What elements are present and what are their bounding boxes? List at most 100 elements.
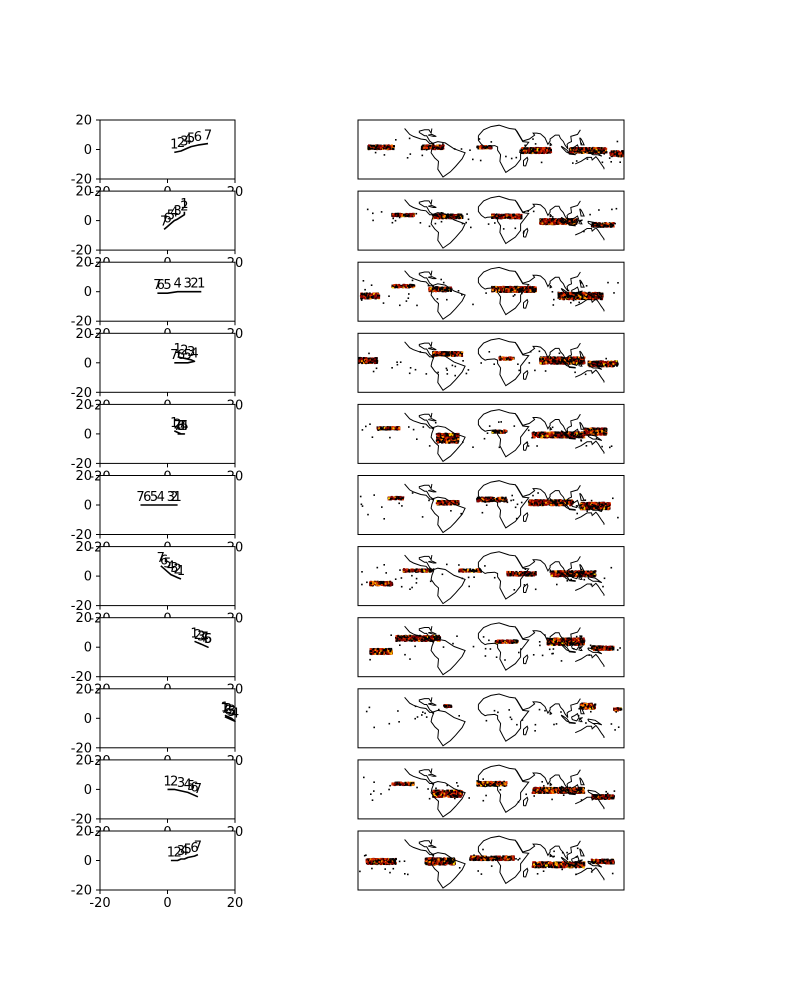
heat-pixel [508,358,511,361]
heat-pixel [432,147,435,150]
heat-pixel [478,146,481,148]
heat-pixel [438,351,441,354]
coastline [430,141,466,178]
heat-pixel [602,147,605,150]
heat-pixel [378,144,380,147]
heat-speck [411,279,414,282]
heat-speck [465,221,467,224]
heat-pixel [500,287,502,290]
heat-pixel [385,144,388,147]
heat-pixel [446,354,449,357]
heat-pixel [433,215,436,218]
heat-pixel [375,145,378,148]
y-tick-label: 0 [84,285,92,300]
heat-pixel [459,354,462,357]
day-label: 4 [180,844,188,859]
day-label: 2 [170,490,178,505]
day-label: 7 [200,631,208,646]
heat-pixel [387,147,390,150]
heat-pixel [371,361,374,364]
heat-speck [440,212,443,214]
heat-speck [551,291,554,293]
coastline [477,266,530,316]
heat-speck [510,157,513,160]
heat-pixel [530,150,533,153]
heat-speck [392,217,394,220]
heat-pixel [429,287,432,290]
y-tick-label: 20 [75,753,92,768]
y-tick-label: 0 [84,143,92,158]
day-label: 1 [180,197,188,212]
heat-pixel [621,150,624,153]
heat-pixel [535,151,538,154]
heat-pixel [429,144,432,147]
heat-pixel [598,294,601,297]
y-tick-label: 20 [75,469,92,484]
map-frame [357,261,625,322]
heat-speck [526,151,529,154]
heat-pixel [390,147,393,150]
heat-pixel [585,293,588,296]
day-label: 1 [167,846,175,861]
heat-pixel [622,151,624,154]
heat-pixel [439,353,442,356]
heat-pixel [433,147,436,150]
heat-pixel [587,147,590,150]
heat-pixel [505,214,508,217]
heat-speck [532,138,534,140]
heat-speck [461,294,463,296]
heat-speck [362,280,365,282]
heat-pixel [612,225,615,228]
heat-pixel [505,288,508,291]
heat-pixel [373,358,376,361]
day-label: 4 [184,777,192,792]
heat-pixel [372,146,375,149]
coastline [568,152,576,156]
heat-pixel [613,154,616,157]
heat-pixel [531,286,534,289]
heat-pixel [432,217,435,220]
heat-speck [382,302,385,304]
day-label: 1 [170,137,178,152]
heat-pixel [398,286,401,289]
day-label: 4 [173,277,181,292]
heat-pixel [437,213,440,216]
heat-speck [372,219,374,222]
heat-pixel [522,149,525,152]
day-label: 4 [231,706,239,721]
heat-pixel [358,357,360,360]
heat-pixel [556,362,559,365]
heat-pixel [493,213,495,216]
day-label: 6 [163,212,171,227]
heat-speck [395,139,397,141]
heat-pixel [371,359,374,362]
heat-pixel [592,296,595,299]
heat-pixel [570,297,573,300]
heat-pixel [527,287,530,290]
heat-speck [572,299,575,302]
heat-pixel [369,295,372,298]
heat-pixel [432,351,435,354]
heat-speck [416,304,418,307]
heat-speck [527,210,529,212]
heat-speck [497,287,500,289]
day-label: 7 [221,702,229,717]
heat-speck [472,303,474,306]
heat-pixel [503,290,506,293]
heat-pixel [519,286,522,289]
day-label: 4 [167,560,175,575]
heat-speck [374,151,377,154]
heat-pixel [568,298,570,301]
heat-pixel [534,148,537,151]
heat-pixel [391,147,394,150]
heat-pixel [532,288,535,291]
heat-pixel [565,222,567,225]
coastline [430,212,466,249]
heat-pixel [369,361,372,364]
heat-pixel [460,354,463,357]
coastline [574,227,605,241]
